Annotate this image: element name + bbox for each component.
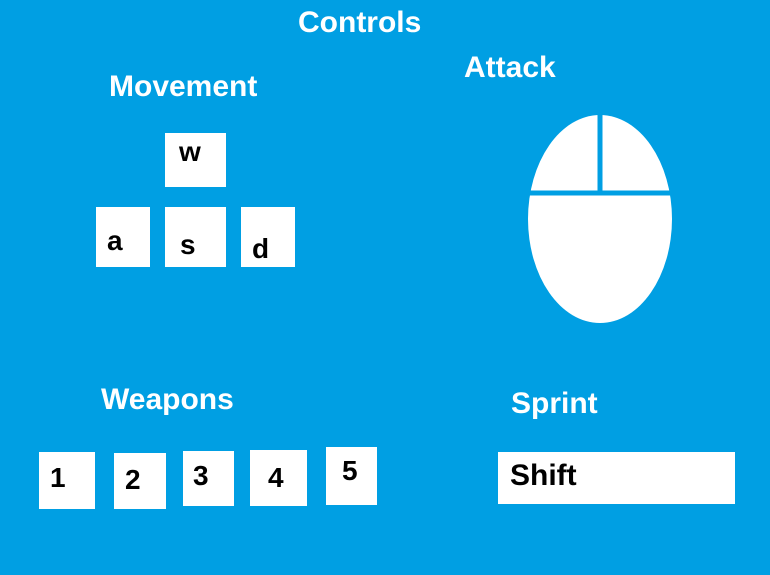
key-1: 1 (39, 452, 95, 509)
key-4-label: 4 (268, 462, 284, 493)
key-3-label: 3 (193, 460, 209, 491)
sprint-heading: Sprint (511, 387, 598, 420)
key-s: s (165, 207, 226, 267)
key-2: 2 (114, 453, 166, 509)
key-a-label: a (107, 225, 123, 256)
key-shift-label: Shift (510, 459, 577, 492)
key-d-label: d (252, 233, 270, 264)
key-w: w (165, 133, 226, 187)
key-2-label: 2 (125, 464, 141, 495)
key-s-label: s (180, 229, 196, 260)
weapons-heading: Weapons (101, 383, 234, 416)
key-5: 5 (326, 447, 377, 505)
mouse-icon (526, 113, 674, 323)
key-shift: Shift (498, 452, 735, 504)
attack-heading: Attack (464, 51, 556, 84)
key-w-label: w (179, 136, 201, 167)
page-title: Controls (298, 6, 422, 39)
key-1-label: 1 (50, 462, 66, 493)
key-a: a (96, 207, 150, 267)
movement-heading: Movement (109, 70, 258, 103)
key-4: 4 (250, 450, 307, 506)
key-d: d (241, 207, 295, 267)
key-3: 3 (183, 451, 234, 506)
key-5-label: 5 (342, 455, 358, 486)
